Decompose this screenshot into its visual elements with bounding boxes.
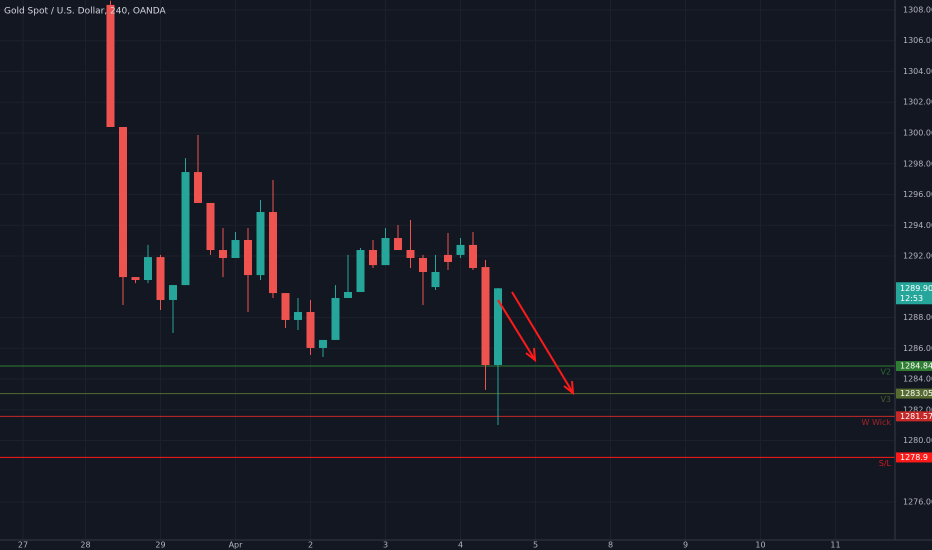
candle-body bbox=[156, 257, 165, 300]
arrow-head bbox=[563, 380, 575, 396]
candle-body bbox=[494, 288, 502, 366]
price-axis bbox=[895, 0, 932, 550]
level-label: V2 bbox=[880, 368, 891, 377]
y-tick-label: 1300.000 bbox=[903, 129, 932, 138]
price-tag bbox=[896, 411, 932, 422]
candle-body bbox=[231, 240, 240, 259]
price-tag-label: 1283.053 bbox=[900, 389, 932, 398]
current-price-label: 1289.902 bbox=[900, 284, 932, 293]
y-tick-label: 1284.000 bbox=[903, 375, 932, 384]
candle-body bbox=[306, 311, 315, 348]
x-tick-label: 29 bbox=[155, 541, 165, 550]
candle-body bbox=[394, 238, 402, 251]
y-tick-label: 1296.000 bbox=[903, 190, 932, 199]
price-tag bbox=[896, 388, 932, 399]
candle-body bbox=[444, 254, 452, 263]
candle-body bbox=[244, 240, 252, 276]
candle-body bbox=[481, 267, 490, 366]
price-tag bbox=[896, 452, 932, 463]
candle-body bbox=[369, 250, 377, 266]
candle-body bbox=[194, 172, 202, 203]
y-tick-label: 1302.000 bbox=[903, 98, 932, 107]
y-tick-label: 1298.000 bbox=[903, 159, 932, 168]
x-tick-label: 27 bbox=[18, 541, 28, 550]
candle-body bbox=[356, 250, 365, 292]
candle-body bbox=[169, 285, 177, 300]
candle-body bbox=[381, 238, 390, 266]
candle-body bbox=[281, 293, 290, 320]
level-label: W Wick bbox=[862, 418, 892, 427]
price-tag bbox=[896, 361, 932, 372]
y-tick-label: 1288.000 bbox=[903, 313, 932, 322]
arrow bbox=[497, 299, 536, 361]
arrow-head bbox=[525, 347, 537, 363]
y-tick-label: 1294.000 bbox=[903, 221, 932, 230]
y-tick-label: 1280.000 bbox=[903, 436, 932, 445]
y-tick-label: 1304.000 bbox=[903, 67, 932, 76]
price-tag-label: 1284.845 bbox=[900, 362, 932, 371]
candle-body bbox=[131, 277, 140, 280]
x-tick-label: 9 bbox=[683, 541, 688, 550]
candle-body bbox=[431, 271, 440, 288]
candle-body bbox=[106, 4, 115, 128]
y-tick-label: 1292.000 bbox=[903, 252, 932, 261]
x-tick-label: 28 bbox=[80, 541, 90, 550]
x-tick-label: 2 bbox=[308, 541, 313, 550]
current-price-tag bbox=[896, 282, 932, 305]
candle-body bbox=[181, 172, 190, 286]
candle-body bbox=[144, 257, 152, 280]
y-tick-label: 1306.000 bbox=[903, 36, 932, 45]
arrow bbox=[511, 291, 574, 394]
price-tag-label: 1278.9 bbox=[900, 453, 928, 462]
level-label: V3 bbox=[880, 395, 891, 404]
price-tag-label: 1281.571 bbox=[900, 412, 932, 421]
x-tick-label: 3 bbox=[383, 541, 388, 550]
candle-body bbox=[406, 250, 415, 259]
candle-body bbox=[219, 250, 227, 259]
countdown-label: 12:53 bbox=[900, 294, 923, 303]
x-tick-label: 11 bbox=[830, 541, 840, 550]
candle-body bbox=[331, 297, 340, 340]
candle-body bbox=[119, 127, 127, 278]
level-label: S/L bbox=[879, 459, 892, 468]
x-tick-label: 4 bbox=[458, 541, 463, 550]
candle-body bbox=[294, 311, 302, 320]
candle-body bbox=[256, 212, 265, 276]
x-tick-label: 8 bbox=[608, 541, 613, 550]
y-tick-label: 1282.000 bbox=[903, 405, 932, 414]
candle-body bbox=[419, 258, 427, 272]
candle-body bbox=[344, 291, 352, 298]
candle-body bbox=[319, 339, 327, 348]
x-tick-label: 10 bbox=[755, 541, 765, 550]
candle-body bbox=[456, 244, 465, 255]
x-tick-label: 5 bbox=[533, 541, 538, 550]
candle-body bbox=[206, 202, 215, 251]
x-tick-label: Apr bbox=[229, 541, 244, 550]
y-tick-label: 1308.000 bbox=[903, 5, 932, 14]
y-tick-label: 1286.000 bbox=[903, 344, 932, 353]
candle-body bbox=[269, 212, 277, 294]
y-tick-label: 1276.000 bbox=[903, 498, 932, 507]
chart-title: Gold Spot / U.S. Dollar, 240, OANDA bbox=[4, 7, 167, 17]
candle-body bbox=[469, 244, 477, 269]
